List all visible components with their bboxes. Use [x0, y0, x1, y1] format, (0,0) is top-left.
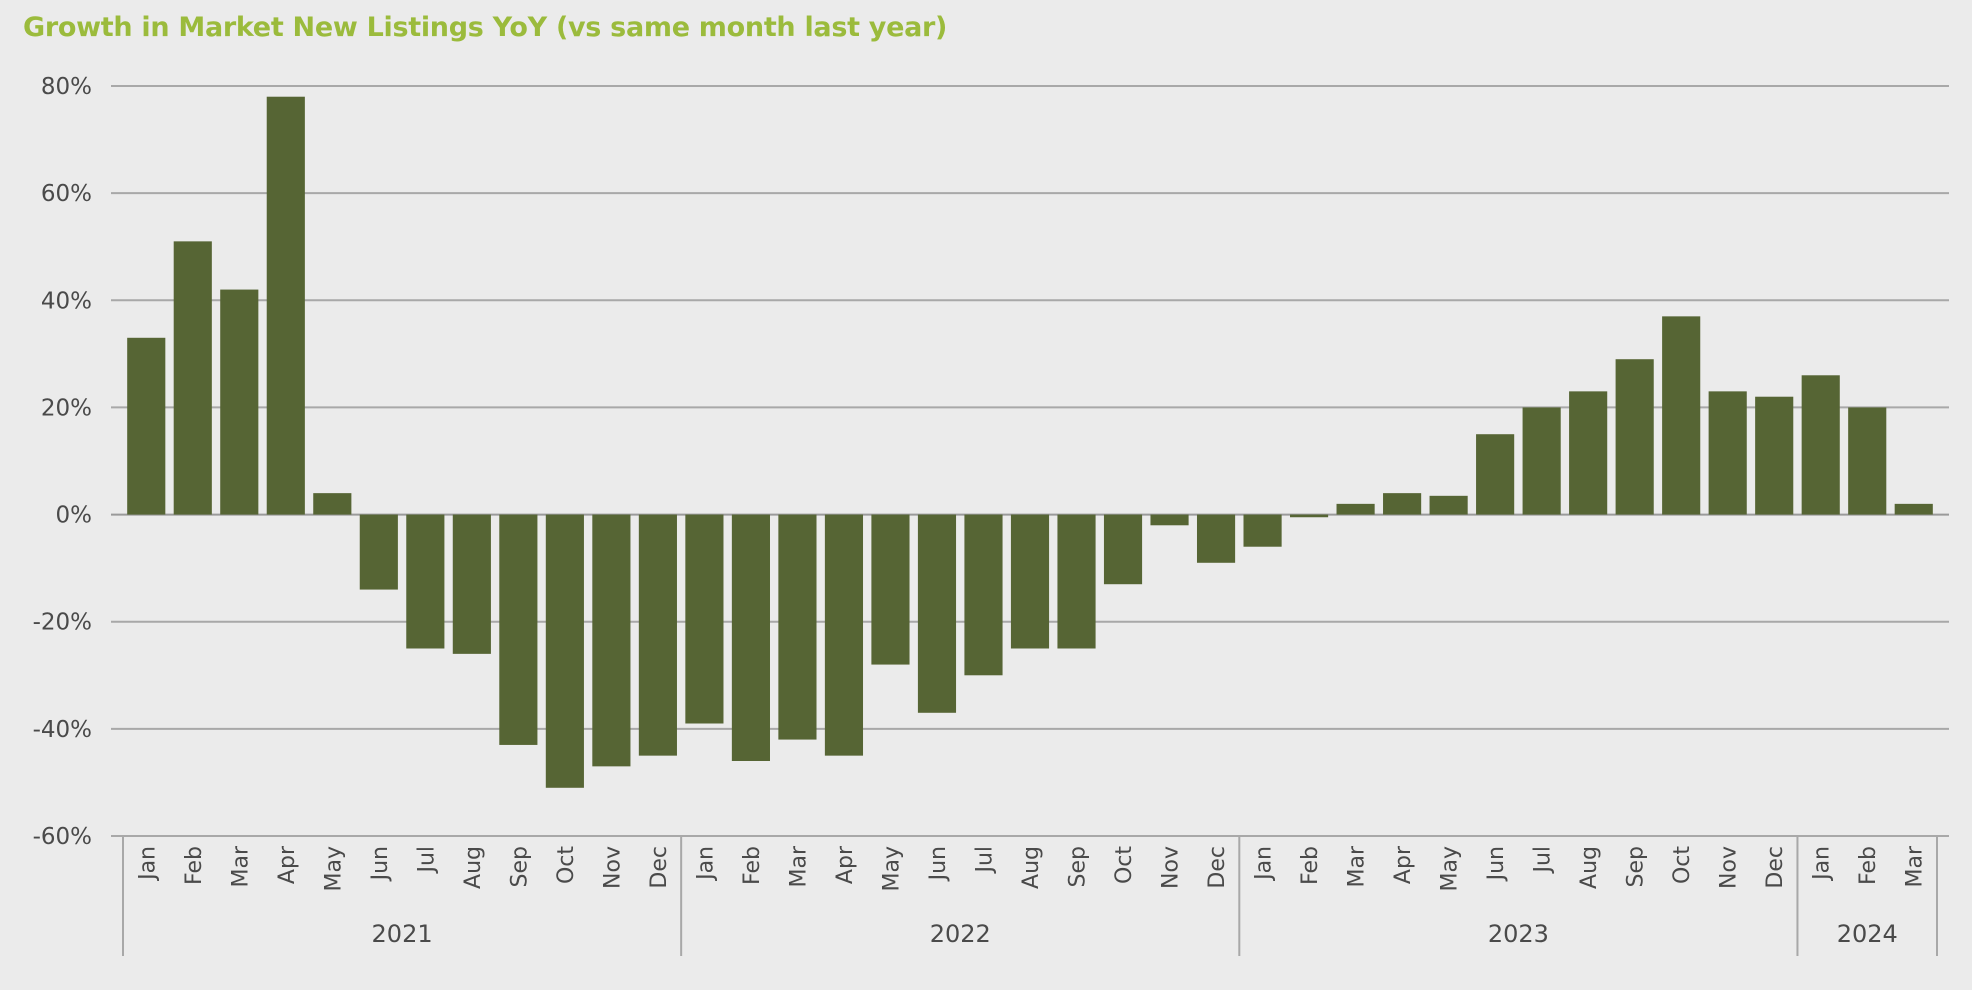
- bar-2023-jan: [1243, 514, 1282, 547]
- bar-2021-apr: [266, 96, 305, 515]
- bar-2023-aug: [1569, 391, 1608, 515]
- bar-2022-feb: [731, 514, 770, 761]
- month-tick-label: Mar: [228, 845, 253, 887]
- bar-2024-mar: [1894, 503, 1933, 515]
- y-tick-label: 80%: [41, 74, 92, 100]
- bar-2021-sep: [499, 514, 538, 745]
- month-tick-label: May: [1438, 846, 1463, 891]
- bar-2021-mar: [220, 289, 259, 515]
- y-tick-label: -40%: [33, 717, 92, 743]
- year-label: 2024: [1837, 920, 1898, 948]
- month-tick-label: Aug: [1577, 846, 1602, 889]
- bar-2022-sep: [1057, 514, 1096, 649]
- bar-2023-sep: [1615, 359, 1654, 515]
- month-tick-label: Sep: [1066, 846, 1091, 887]
- chart-title: Growth in Market New Listings YoY (vs sa…: [23, 12, 948, 43]
- month-tick-label: Nov: [1159, 846, 1184, 889]
- bar-2021-aug: [452, 514, 491, 654]
- month-tick-label: Jun: [368, 846, 393, 882]
- y-tick-label: 20%: [41, 395, 92, 421]
- month-tick-label: May: [879, 846, 904, 891]
- month-tick-label: Apr: [1391, 845, 1416, 884]
- month-tick-label: Mar: [1903, 845, 1928, 887]
- bar-2024-jan: [1801, 375, 1840, 515]
- month-tick-label: Jul: [414, 846, 439, 875]
- bar-2021-may: [313, 493, 352, 515]
- month-tick-label: Jun: [926, 846, 951, 882]
- bar-2023-may: [1429, 495, 1468, 515]
- bar-2023-oct: [1662, 316, 1701, 515]
- bar-2022-mar: [778, 514, 817, 740]
- month-tick-label: Jan: [693, 846, 718, 882]
- bar-2022-oct: [1103, 514, 1143, 585]
- bar-2022-jul: [964, 514, 1003, 676]
- bar-2022-nov: [1150, 514, 1189, 526]
- year-label: 2023: [1488, 920, 1549, 948]
- month-tick-label: Feb: [740, 846, 765, 885]
- month-tick-label: Aug: [461, 846, 486, 889]
- bar-2021-nov: [592, 514, 631, 767]
- month-tick-label: Oct: [1112, 846, 1137, 884]
- year-label: 2022: [930, 920, 991, 948]
- month-tick-label: Dec: [647, 846, 672, 889]
- month-tick-label: Jul: [1531, 846, 1556, 875]
- y-tick-label: -60%: [33, 824, 92, 850]
- month-tick-label: Aug: [1019, 846, 1044, 889]
- month-tick-label: Sep: [1624, 846, 1649, 887]
- month-tick-label: Jan: [1252, 846, 1277, 882]
- bar-2023-mar: [1336, 503, 1375, 515]
- month-tick-label: Jan: [135, 846, 160, 882]
- month-tick-label: Oct: [554, 846, 579, 884]
- bar-2022-jan: [685, 514, 724, 724]
- month-tick-label: Feb: [1856, 846, 1881, 885]
- month-tick-label: Apr: [833, 845, 858, 884]
- month-tick-label: Dec: [1205, 846, 1230, 889]
- bar-2022-aug: [1010, 514, 1050, 649]
- month-tick-label: Jun: [1484, 846, 1509, 882]
- month-tick-label: Nov: [600, 846, 625, 889]
- month-tick-label: Feb: [182, 846, 207, 885]
- y-tick-label: -20%: [33, 610, 92, 636]
- month-tick-label: Oct: [1670, 846, 1695, 884]
- bar-2023-jun: [1476, 434, 1515, 515]
- bar-2022-dec: [1196, 514, 1236, 563]
- y-tick-label: 40%: [41, 288, 92, 314]
- bar-2021-jan: [127, 337, 166, 515]
- bar-2024-feb: [1848, 407, 1887, 515]
- month-tick-label: May: [321, 846, 346, 891]
- bar-2023-apr: [1383, 493, 1422, 515]
- bar-2023-feb: [1290, 514, 1329, 518]
- month-tick-label: Mar: [1345, 845, 1370, 887]
- month-tick-label: Nov: [1717, 846, 1742, 889]
- month-tick-label: Feb: [1298, 846, 1323, 885]
- bar-2021-feb: [173, 241, 212, 515]
- month-tick-label: Jan: [1810, 846, 1835, 882]
- month-tick-label: Mar: [786, 845, 811, 887]
- bar-2021-jun: [359, 514, 398, 590]
- bar-2023-jul: [1522, 407, 1561, 515]
- month-tick-label: Sep: [507, 846, 532, 887]
- bar-2021-oct: [545, 514, 584, 788]
- y-tick-label: 60%: [41, 181, 92, 207]
- y-tick-label: 0%: [56, 503, 93, 529]
- bar-2021-dec: [638, 514, 677, 756]
- month-tick-label: Dec: [1763, 846, 1788, 889]
- bar-2021-jul: [406, 514, 445, 649]
- bar-2023-dec: [1755, 396, 1794, 515]
- bar-2023-nov: [1708, 391, 1747, 515]
- bar-2022-may: [871, 514, 910, 665]
- month-tick-label: Jul: [972, 846, 997, 875]
- bar-2022-jun: [917, 514, 957, 713]
- month-tick-label: Apr: [275, 845, 300, 884]
- bar-2022-apr: [824, 514, 864, 756]
- year-label: 2021: [372, 920, 433, 948]
